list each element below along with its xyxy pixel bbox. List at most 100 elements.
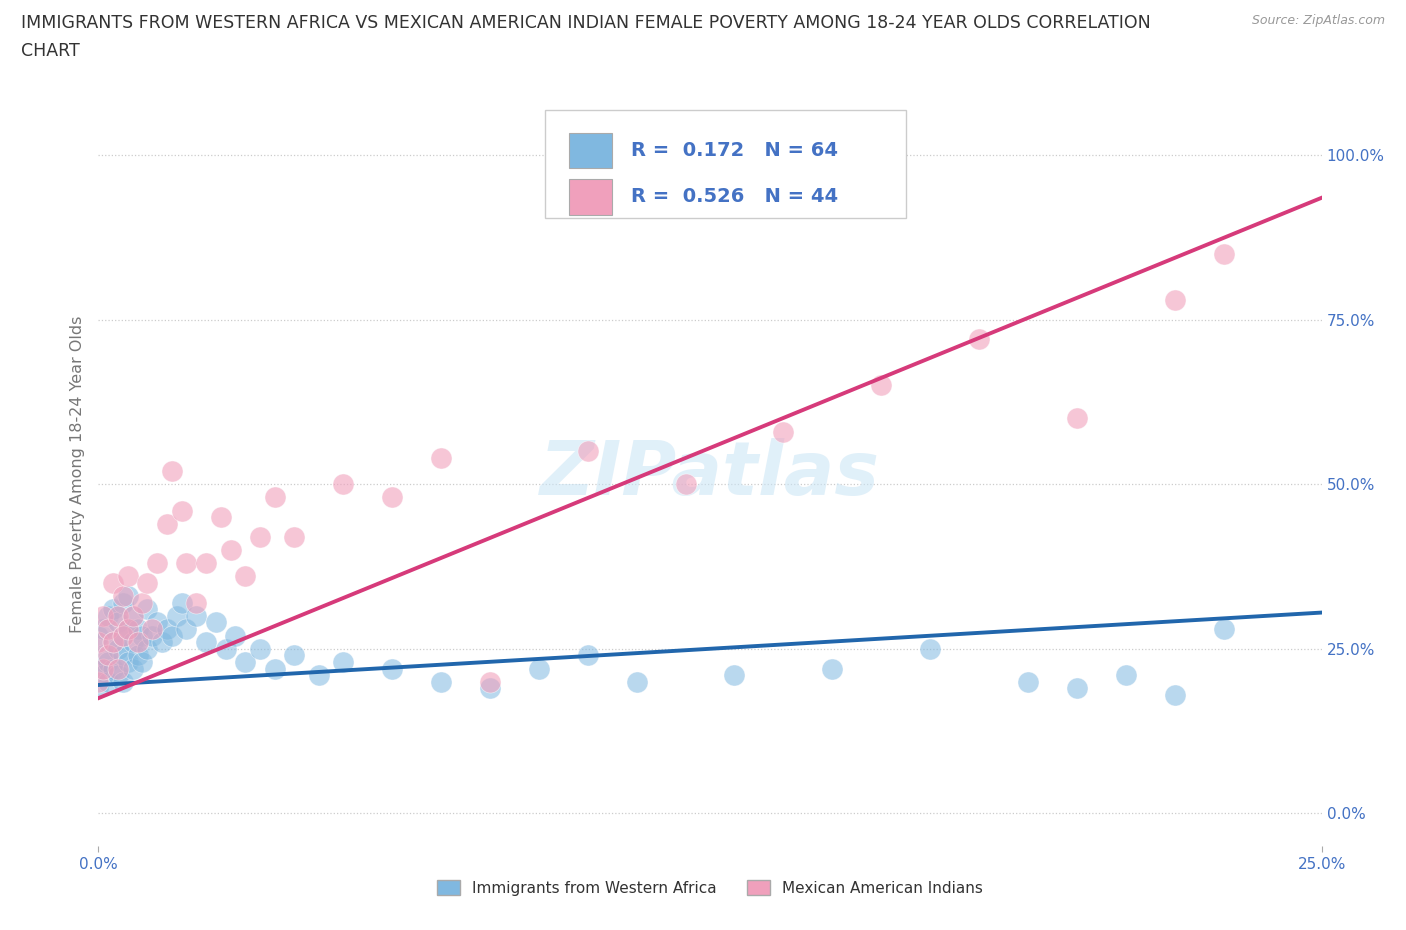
Text: R =  0.526   N = 44: R = 0.526 N = 44 [630,187,838,206]
Point [111,589,134,604]
Point [150,635,173,650]
Point [478,674,501,689]
Text: CHART: CHART [21,42,80,60]
Point [117,589,139,604]
Point [97,674,120,689]
Point [176,556,198,571]
Point [91,668,114,683]
Point [1115,668,1137,683]
Point [117,621,139,636]
Point [195,635,218,650]
Point [107,661,129,676]
Point [626,674,648,689]
Point [136,602,159,617]
Point [1066,681,1088,696]
Point [1066,411,1088,426]
Point [117,621,139,636]
Point [186,595,208,610]
Point [381,490,404,505]
Text: Source: ZipAtlas.com: Source: ZipAtlas.com [1251,14,1385,27]
Point [101,635,124,650]
Point [170,503,193,518]
Point [772,424,794,439]
Point [156,621,179,636]
Point [967,332,990,347]
Point [91,648,114,663]
Point [263,661,285,676]
Point [101,602,124,617]
Y-axis label: Female Poverty Among 18-24 Year Olds: Female Poverty Among 18-24 Year Olds [69,315,84,633]
Point [675,477,697,492]
Legend: Immigrants from Western Africa, Mexican American Indians: Immigrants from Western Africa, Mexican … [430,873,990,902]
Point [127,648,149,663]
Point [1212,246,1234,261]
Point [249,642,271,657]
Point [146,615,169,630]
Point [111,628,134,643]
Text: R =  0.172   N = 64: R = 0.172 N = 64 [630,141,838,160]
Point [127,635,149,650]
Point [186,608,208,623]
Point [127,621,149,636]
Point [87,628,110,643]
Point [166,608,188,623]
Point [527,661,550,676]
Point [146,556,169,571]
Point [308,668,330,683]
Point [576,444,599,458]
Point [131,655,153,670]
Point [121,608,143,623]
Point [131,628,153,643]
Point [107,608,129,623]
Point [87,681,110,696]
Point [195,556,218,571]
Point [263,490,285,505]
Point [131,595,153,610]
Point [117,569,139,584]
Point [478,681,501,696]
Point [1212,621,1234,636]
Point [111,648,134,663]
Point [101,661,124,676]
Point [176,621,198,636]
Point [87,635,110,650]
Point [121,661,143,676]
Point [97,648,120,663]
Point [381,661,404,676]
Point [1164,292,1187,307]
Point [160,628,183,643]
Point [141,628,163,643]
Point [214,642,236,657]
Point [111,628,134,643]
Point [156,516,179,531]
Point [170,595,193,610]
Point [117,655,139,670]
Point [576,648,599,663]
Point [205,615,228,630]
Point [920,642,942,657]
Point [111,674,134,689]
Point [111,595,134,610]
Text: IMMIGRANTS FROM WESTERN AFRICA VS MEXICAN AMERICAN INDIAN FEMALE POVERTY AMONG 1: IMMIGRANTS FROM WESTERN AFRICA VS MEXICA… [21,14,1152,32]
Point [249,529,271,544]
Point [121,608,143,623]
Point [121,635,143,650]
Point [332,655,354,670]
Point [209,510,232,525]
Point [141,621,163,636]
Point [91,661,114,676]
Point [97,608,120,623]
Point [283,648,305,663]
Point [233,569,256,584]
Point [219,542,242,557]
Text: ZIPatlas: ZIPatlas [540,438,880,511]
Point [97,655,120,670]
Point [91,608,114,623]
Point [87,674,110,689]
Point [87,661,110,676]
Point [224,628,246,643]
FancyBboxPatch shape [546,110,905,218]
Point [107,668,129,683]
FancyBboxPatch shape [569,133,612,168]
Point [430,450,453,465]
